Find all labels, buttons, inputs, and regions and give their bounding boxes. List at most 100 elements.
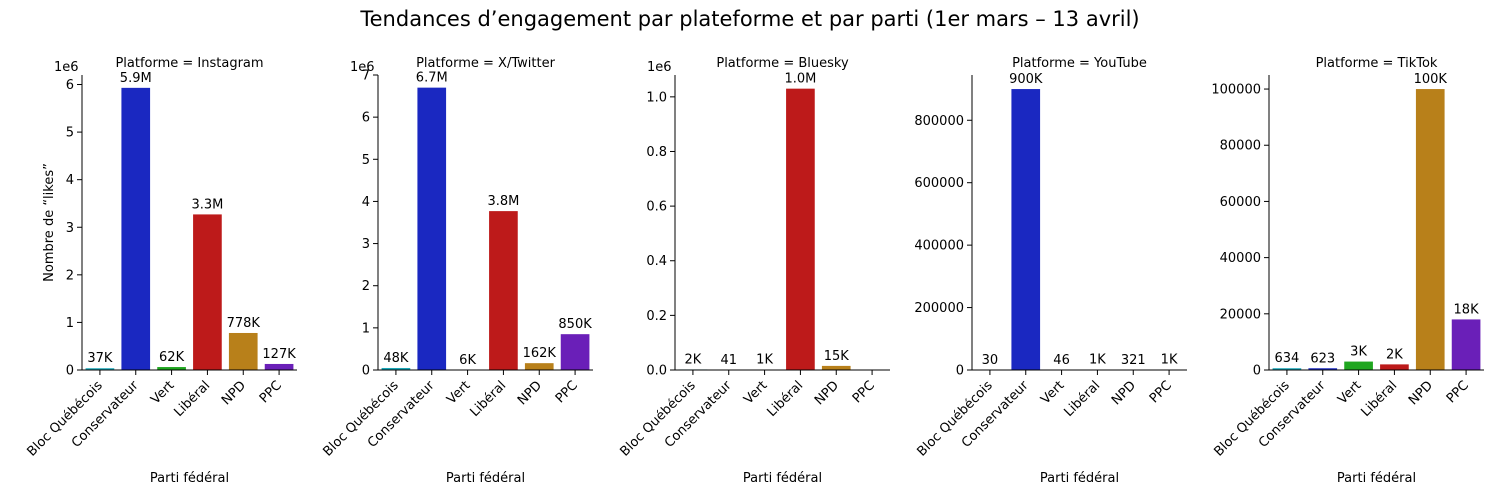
data-label: 6K [459, 353, 476, 368]
figure-title: Tendances d’engagement par plateforme et… [359, 7, 1139, 31]
y-tick-label: 0.2 [646, 309, 667, 324]
x-tick-label: Vert [1335, 378, 1364, 407]
x-tick-label: PPC [1147, 378, 1175, 406]
x-axis-label: Parti fédéral [1337, 471, 1416, 486]
bar-conservateur [417, 87, 447, 370]
y-tick-label: 2 [362, 279, 370, 294]
y-tick-label: 0 [362, 364, 370, 379]
y-tick-label: 1 [362, 321, 370, 336]
y-tick-label: 0.6 [646, 200, 667, 215]
bar-vert [157, 367, 186, 370]
x-tick-label: Vert [444, 378, 473, 407]
bar-npd [1415, 89, 1445, 371]
data-label: 900K [1009, 72, 1043, 87]
data-label: 1K [756, 353, 773, 368]
bar-libéral [1380, 364, 1409, 370]
data-label: 1K [1161, 353, 1178, 368]
data-label: 37K [87, 351, 113, 366]
x-tick-label: PPC [1444, 378, 1472, 406]
x-tick-label: NPD [812, 378, 842, 408]
x-tick-label: NPD [515, 378, 545, 408]
data-label: 850K [558, 317, 592, 332]
data-label: 127K [262, 347, 296, 362]
y-tick-label: 3 [66, 221, 74, 236]
y-offset-label: 1e6 [54, 60, 79, 75]
x-tick-label: Libéral [172, 378, 214, 420]
y-axis-label: Nombre de “likes” [42, 163, 57, 282]
data-label: 62K [159, 350, 185, 365]
bar-vert [1344, 361, 1373, 370]
x-axis-label: Parti fédéral [743, 471, 822, 486]
panel-title: Platforme = Instagram [115, 56, 263, 71]
y-tick-label: 5 [66, 126, 74, 141]
x-tick-label: PPC [850, 378, 878, 406]
bar-npd [524, 363, 554, 370]
x-axis-label: Parti fédéral [446, 471, 525, 486]
x-axis-label: Parti fédéral [1040, 471, 1119, 486]
bar-ppc [264, 363, 294, 370]
y-tick-label: 0 [1253, 364, 1261, 379]
y-tick-label: 5 [362, 153, 370, 168]
bar-bloc-québécois [381, 367, 411, 370]
x-tick-label: NPD [1406, 378, 1436, 408]
y-tick-label: 600000 [914, 176, 964, 191]
y-tick-label: 0 [66, 364, 74, 379]
x-tick-label: Libéral [1062, 378, 1104, 420]
data-label: 321 [1121, 353, 1146, 368]
data-label: 3.3M [191, 197, 223, 212]
y-tick-label: 200000 [914, 301, 964, 316]
y-tick-label: 100000 [1211, 83, 1261, 98]
data-label: 18K [1454, 302, 1480, 317]
data-label: 2K [685, 352, 702, 367]
bar-conservateur [121, 87, 151, 370]
x-tick-label: Vert [148, 378, 177, 407]
bar-bloc-québécois [1272, 368, 1302, 370]
x-tick-label: Vert [741, 378, 770, 407]
y-tick-label: 6 [362, 111, 370, 126]
y-tick-label: 7 [362, 69, 370, 84]
y-tick-label: 40000 [1220, 251, 1261, 266]
data-label: 634 [1275, 351, 1300, 366]
panel-title: Platforme = TikTok [1316, 56, 1438, 71]
y-tick-label: 0.4 [646, 254, 667, 269]
data-label: 30 [982, 353, 999, 368]
data-label: 3.8M [487, 194, 519, 209]
y-tick-label: 60000 [1220, 195, 1261, 210]
panel-title: Platforme = Bluesky [716, 56, 849, 71]
data-label: 3K [1350, 345, 1367, 360]
bar-libéral [786, 88, 815, 370]
x-tick-label: NPD [219, 378, 249, 408]
y-tick-label: 0.8 [646, 145, 667, 160]
y-tick-label: 80000 [1220, 139, 1261, 154]
bar-libéral [193, 214, 222, 370]
data-label: 15K [824, 349, 850, 364]
y-tick-label: 1 [66, 316, 74, 331]
x-tick-label: Libéral [1359, 378, 1401, 420]
bar-npd [228, 332, 258, 370]
data-label: 5.9M [120, 71, 152, 86]
y-tick-label: 4 [66, 173, 74, 188]
x-tick-label: Vert [1038, 378, 1067, 407]
x-tick-label: PPC [553, 378, 581, 406]
panel-title: Platforme = X/Twitter [416, 56, 555, 71]
bar-ppc [1451, 319, 1481, 370]
y-tick-label: 6 [66, 78, 74, 93]
data-label: 41 [720, 353, 737, 368]
x-tick-label: NPD [1109, 378, 1139, 408]
bar-libéral [489, 211, 518, 370]
bar-ppc [560, 334, 590, 370]
data-label: 48K [383, 351, 409, 366]
x-axis-label: Parti fédéral [150, 471, 229, 486]
data-label: 6.7M [416, 71, 448, 86]
panel-title: Platforme = YouTube [1012, 56, 1147, 71]
data-label: 162K [523, 346, 557, 361]
x-tick-label: Libéral [765, 378, 807, 420]
data-label: 623 [1310, 351, 1335, 366]
y-offset-label: 1e6 [647, 60, 672, 75]
